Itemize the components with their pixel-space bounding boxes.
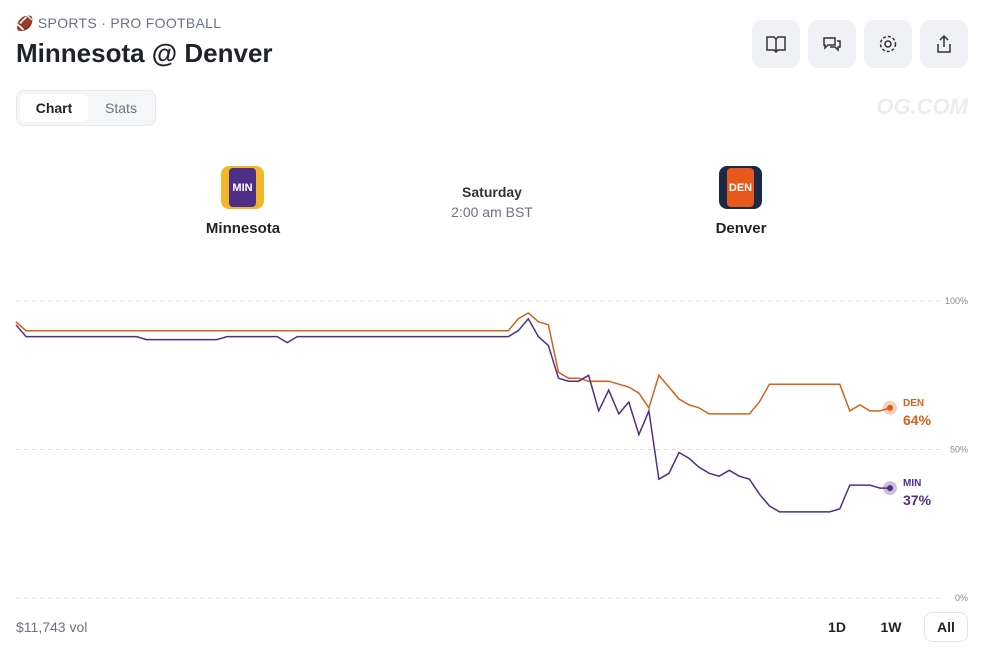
jersey-abbr: MIN <box>229 168 256 207</box>
settings-button[interactable] <box>864 20 912 68</box>
tab[interactable]: Chart <box>20 94 88 122</box>
breadcrumb: 🏈 SPORTS · PRO FOOTBALL <box>16 15 222 31</box>
end-value-label: 37% <box>903 492 932 508</box>
guide-button[interactable] <box>752 20 800 68</box>
end-point <box>887 485 893 492</box>
breadcrumb-text: SPORTS · PRO FOOTBALL <box>37 15 222 31</box>
y-tick-label: 100% <box>945 296 968 306</box>
series-name: DEN <box>903 398 924 409</box>
tab[interactable]: Stats <box>105 100 137 116</box>
brand-logo: OG.COM <box>876 94 968 119</box>
range-button[interactable]: All <box>924 612 968 642</box>
team-jersey: MIN <box>221 166 264 209</box>
y-tick-label: 0% <box>955 593 968 603</box>
series-line <box>15 311 891 415</box>
series-name: MIN <box>903 478 921 489</box>
share-button[interactable] <box>920 20 968 68</box>
page-title: Minnesota @ Denver <box>16 38 273 68</box>
end-point <box>887 404 893 411</box>
tab-bar: Chart Stats <box>16 90 156 126</box>
team-jersey: DEN <box>719 166 762 209</box>
game-day: Saturday <box>462 184 522 200</box>
game-time: 2:00 am BST <box>451 204 533 220</box>
range-button[interactable]: 1W <box>880 619 902 635</box>
comments-button[interactable] <box>808 20 856 68</box>
volume: $11,743 vol <box>16 619 88 635</box>
y-tick-label: 50% <box>950 445 968 455</box>
end-value-label: 64% <box>903 412 932 428</box>
series-line <box>15 317 890 513</box>
jersey-abbr: DEN <box>727 168 754 207</box>
team-name: Denver <box>715 220 767 237</box>
range-button[interactable]: 1D <box>828 619 846 635</box>
team-name: Minnesota <box>205 220 281 237</box>
